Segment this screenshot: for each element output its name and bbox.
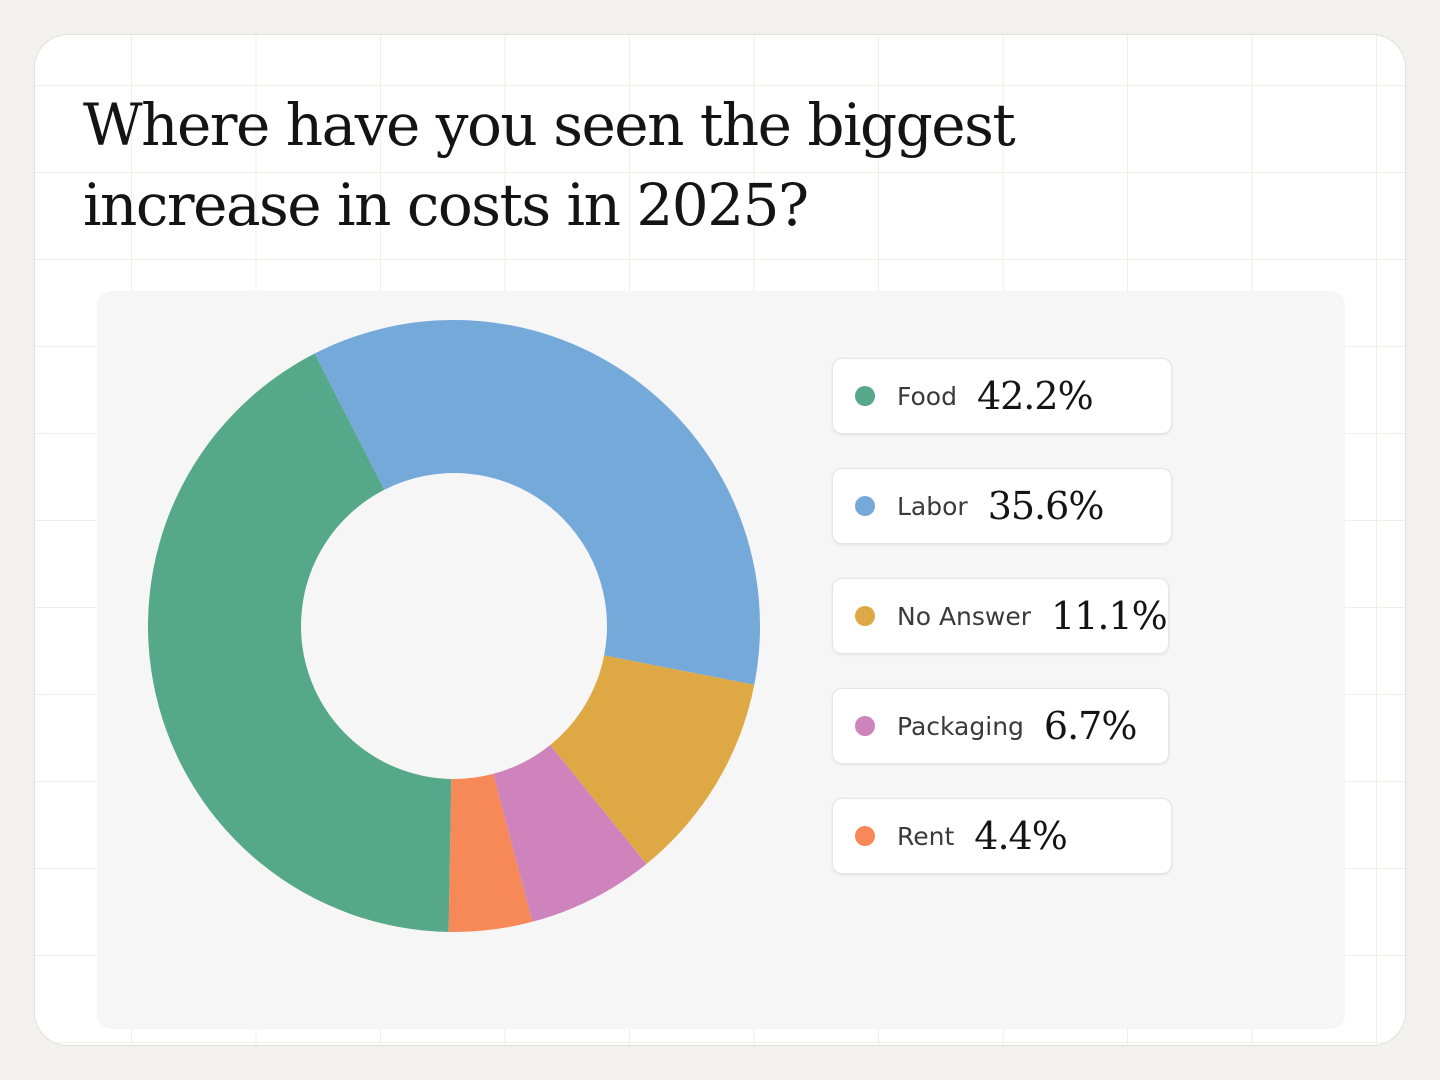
legend-item-labor: Labor 35.6% (832, 468, 1172, 544)
legend-item-rent: Rent 4.4% (832, 798, 1172, 874)
legend-value-rent: 4.4% (974, 814, 1068, 858)
legend-dot-food (855, 386, 875, 406)
donut-slice-no-answer (550, 655, 755, 864)
chart-title: Where have you seen the biggest increase… (83, 91, 1016, 239)
donut-slice-rent (448, 773, 533, 932)
legend-label-rent: Rent (897, 821, 955, 851)
legend-dot-rent (855, 826, 875, 846)
legend-label-food: Food (897, 381, 957, 411)
legend-value-food: 42.2% (976, 374, 1094, 418)
legend-value-no-answer: 11.1% (1051, 594, 1168, 638)
legend-item-packaging: Packaging 6.7% (832, 688, 1169, 764)
legend-label-packaging: Packaging (897, 711, 1024, 741)
donut-slice-labor (314, 320, 760, 685)
legend-value-labor: 35.6% (987, 484, 1105, 528)
legend-dot-packaging (855, 716, 875, 736)
donut-slices (148, 320, 760, 932)
legend-value-packaging: 6.7% (1043, 704, 1138, 748)
donut-chart (148, 320, 760, 932)
legend-label-labor: Labor (897, 491, 968, 521)
legend-dot-labor (855, 496, 875, 516)
legend-item-no-answer: No Answer 11.1% (832, 578, 1169, 654)
donut-slice-food (148, 353, 452, 932)
legend-item-food: Food 42.2% (832, 358, 1172, 434)
donut-slice-packaging (493, 744, 647, 922)
legend-dot-no-answer (855, 606, 875, 626)
legend-label-no-answer: No Answer (897, 601, 1032, 631)
